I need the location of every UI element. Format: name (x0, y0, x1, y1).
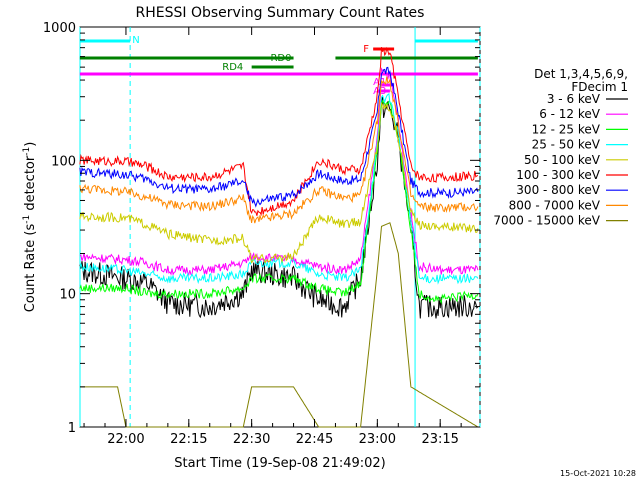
y-axis-label-sup1: -1 (22, 215, 32, 224)
x-tick-label-5: 23:15 (421, 432, 458, 447)
axis-ticks: 22:00 22:15 22:30 22:45 23:00 23:15 1 10 100 1000 (43, 21, 480, 447)
vertical-markers (79, 27, 481, 427)
series-line-8 (79, 222, 479, 428)
y-axis-label: Count Rate (s-1 detector-1) (22, 142, 38, 313)
legend-label-7: 800 - 7000 keV (509, 198, 601, 212)
legend-label-4: 50 - 100 keV (524, 153, 601, 167)
y-tick-label-3: 1000 (43, 21, 76, 36)
y-tick-label-2: 100 (51, 154, 76, 169)
state-bar-label-4: F (363, 44, 369, 55)
y-axis-label-sup2: -1 (22, 147, 32, 156)
x-tick-label-2: 22:30 (233, 432, 270, 447)
legend-header-2: FDecim 1 (571, 80, 628, 94)
state-bar-label-0: N (132, 35, 139, 46)
y-axis-label-end: ) (23, 142, 38, 147)
state-bar-label-2: RD4 (222, 62, 243, 73)
series-lines (79, 46, 479, 428)
state-bar-label-5: A1 (373, 77, 386, 88)
footer-date: 15-Oct-2021 10:28 (560, 469, 636, 478)
series-line-6 (79, 66, 479, 208)
x-tick-label-3: 22:45 (296, 432, 333, 447)
chart-title: RHESSI Observing Summary Count Rates (136, 5, 425, 21)
legend-label-1: 6 - 12 keV (539, 107, 601, 121)
legend-label-0: 3 - 6 keV (547, 92, 601, 106)
series-line-5 (79, 46, 479, 217)
y-tick-label-0: 1 (68, 421, 76, 436)
legend-label-3: 25 - 50 keV (532, 138, 601, 152)
x-tick-label-0: 22:00 (107, 432, 144, 447)
legend-label-8: 7000 - 15000 keV (493, 214, 600, 228)
series-line-1 (79, 67, 479, 276)
legend-label-5: 100 - 300 keV (516, 168, 600, 182)
x-axis-label: Start Time (19-Sep-08 21:49:02) (174, 456, 385, 471)
series-line-3 (79, 93, 479, 285)
series-line-2 (79, 99, 479, 305)
legend-label-2: 12 - 25 keV (532, 122, 601, 136)
x-tick-label-1: 22:15 (170, 432, 207, 447)
y-tick-label-1: 10 (59, 288, 76, 303)
y-axis-label-mid: detector (23, 155, 38, 215)
series-line-4 (79, 101, 479, 265)
legend-label-6: 300 - 800 keV (516, 183, 600, 197)
series-line-7 (79, 76, 479, 224)
y-axis-label-main: Count Rate (s (23, 224, 38, 313)
legend-header-1: Det 1,3,4,5,6,9, (534, 67, 628, 81)
x-tick-label-4: 23:00 (359, 432, 396, 447)
svg-text:Count Rate (s-1 detector-1): Count Rate (s-1 detector-1) (22, 142, 38, 313)
state-bar-label-1: RD0 (270, 53, 291, 64)
